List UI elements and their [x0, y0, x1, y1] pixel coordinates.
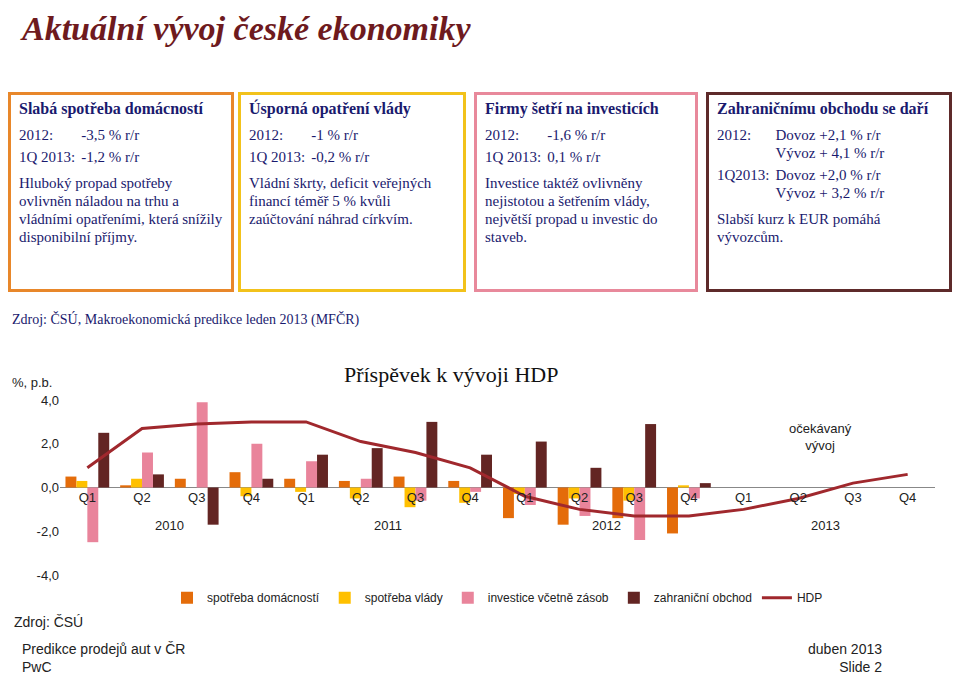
svg-text:4,0: 4,0 [41, 393, 59, 408]
html-text:Firmy šetří na investicích: Firmy šetří na investicích [485, 100, 659, 117]
svg-text:Q2: Q2 [571, 490, 588, 505]
svg-text:Q3: Q3 [188, 490, 205, 505]
html-text:Vývoz + 3,2 % r/r: Vývoz + 3,2 % r/r [775, 185, 885, 202]
svg-text:Q2: Q2 [790, 490, 807, 505]
svg-text:očekávanývývoj: očekávanývývoj [789, 421, 852, 453]
svg-text:Q1: Q1 [516, 490, 533, 505]
html-text:Hluboký propad spotřeby ovlivn: Hluboký propad spotřeby ovlivněn náladou… [19, 175, 223, 246]
svg-text:Q4: Q4 [461, 490, 478, 505]
svg-text:-2,0: -2,0 [37, 524, 59, 539]
svg-text:spotřeba domácností: spotřeba domácností [207, 591, 320, 605]
html-text:Slabší kurz k EUR pomáhá vývoz: Slabší kurz k EUR pomáhá vývozcům. [717, 211, 881, 246]
html-text:1Q 2013: -0,2 % r/r: 1Q 2013: -0,2 % r/r [249, 149, 370, 166]
svg-text:Q4: Q4 [243, 490, 260, 505]
html-text:-1 % r/r: -1 % r/r [311, 127, 358, 144]
html-text:Zdroj: ČSÚ: Zdroj: ČSÚ [14, 614, 84, 630]
svg-text:Q3: Q3 [407, 490, 424, 505]
svg-text:Q1: Q1 [79, 490, 96, 505]
svg-text:Q3: Q3 [844, 490, 861, 505]
svg-text:HDP: HDP [797, 591, 822, 605]
svg-text:2,0: 2,0 [41, 436, 59, 451]
svg-text:Q4: Q4 [899, 490, 916, 505]
svg-text:Příspěvek k vývoji HDP: Příspěvek k vývoji HDP [344, 362, 559, 387]
html-text:-1,6 % r/r: -1,6 % r/r [547, 127, 606, 144]
html-text:1Q 2013: 0,1 % r/r: 1Q 2013: 0,1 % r/r [485, 149, 601, 166]
svg-text:-4,0: -4,0 [37, 568, 59, 583]
html-text:Zdroj: ČSÚ, Makroekonomická pr: Zdroj: ČSÚ, Makroekonomická predikce led… [12, 312, 360, 327]
svg-text:2011: 2011 [374, 518, 402, 533]
html-text:duben 2013: duben 2013 [808, 641, 882, 657]
html-text:Úsporná opatření vlády: Úsporná opatření vlády [249, 100, 411, 117]
svg-text:0,0: 0,0 [41, 480, 59, 495]
svg-text:2010: 2010 [155, 518, 184, 533]
html-text:1Q 2013: -1,2 % r/r: 1Q 2013: -1,2 % r/r [19, 149, 140, 166]
html-text:2012:: 2012: [717, 127, 752, 144]
html-text:2012:: 2012: [19, 127, 54, 144]
svg-text:Q2: Q2 [352, 490, 369, 505]
svg-text:spotřeba vlády: spotřeba vlády [365, 591, 443, 605]
svg-text:investice včetně zásob: investice včetně zásob [488, 591, 609, 605]
html-text:2012:: 2012: [249, 127, 284, 144]
svg-text:2012: 2012 [592, 518, 621, 533]
html-text:-3,5 % r/r: -3,5 % r/r [81, 127, 140, 144]
svg-text:%, p.b.: %, p.b. [12, 375, 52, 390]
html-text:Predikce prodejů aut v ČR: Predikce prodejů aut v ČR [22, 641, 186, 657]
html-text:Dovoz +2,1 % r/r: Dovoz +2,1 % r/r [775, 127, 881, 144]
html-text:Aktuální vývoj české ekonomiky: Aktuální vývoj české ekonomiky [22, 10, 471, 47]
svg-text:Q3: Q3 [626, 490, 643, 505]
svg-text:Q4: Q4 [680, 490, 697, 505]
svg-text:2013: 2013 [811, 518, 840, 533]
svg-text:Q2: Q2 [133, 490, 150, 505]
svg-text:Q1: Q1 [735, 490, 752, 505]
html-text:Slabá spotřeba domácností: Slabá spotřeba domácností [19, 100, 203, 117]
html-text:Investice taktéž ovlivněny nej: Investice taktéž ovlivněny nejistotou a … [485, 175, 658, 246]
html-text:Zahraničnímu obchodu se daří: Zahraničnímu obchodu se daří [717, 100, 929, 117]
html-text:Vládní škrty, deficit veřejnýc: Vládní škrty, deficit veřejných financí … [249, 175, 432, 228]
svg-text:zahraniční obchod: zahraniční obchod [654, 591, 752, 605]
svg-text:Q1: Q1 [297, 490, 314, 505]
html-text:1Q2013: Dovoz +2,0 % r/r: 1Q2013: Dovoz +2,0 % r/r [717, 167, 881, 184]
html-text:2012:: 2012: [485, 127, 520, 144]
html-text:Vývoz + 4,1 % r/r: Vývoz + 4,1 % r/r [775, 145, 885, 162]
